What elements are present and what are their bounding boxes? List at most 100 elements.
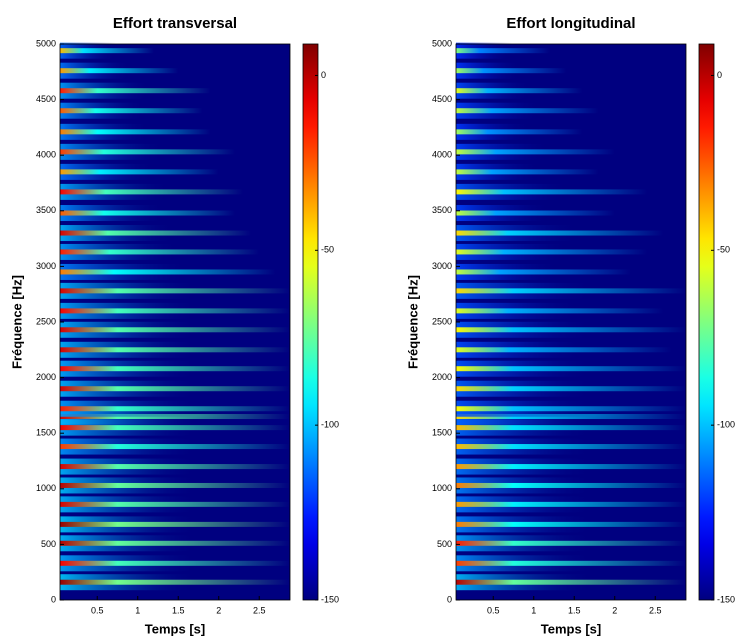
y-tick-label: 0 bbox=[51, 594, 56, 604]
mode-line bbox=[60, 230, 252, 236]
y-tick-label: 3500 bbox=[432, 205, 452, 215]
mode-line bbox=[60, 444, 290, 450]
x-axis-label: Temps [s] bbox=[541, 621, 601, 636]
colorbar bbox=[302, 43, 319, 601]
mode-line bbox=[456, 230, 664, 236]
mode-line bbox=[456, 560, 686, 566]
y-tick-label: 5000 bbox=[432, 38, 452, 48]
y-tick-label: 4500 bbox=[36, 94, 56, 104]
mode-line bbox=[456, 347, 672, 353]
mode-line bbox=[60, 327, 290, 333]
y-tick-label: 1500 bbox=[36, 428, 56, 438]
x-tick-label: 1 bbox=[135, 605, 140, 615]
y-tick-label: 5000 bbox=[36, 38, 56, 48]
colorbar-tick-label: 0 bbox=[717, 70, 722, 80]
x-tick-label: 1 bbox=[531, 605, 536, 615]
mode-line bbox=[60, 88, 211, 94]
y-tick-label: 500 bbox=[41, 539, 56, 549]
y-axis-label: Fréquence [Hz] bbox=[405, 275, 420, 369]
x-tick-label: 0.5 bbox=[91, 605, 104, 615]
mode-line bbox=[60, 560, 290, 566]
mode-line bbox=[456, 169, 599, 175]
y-tick-label: 1000 bbox=[432, 483, 452, 493]
mode-line bbox=[60, 347, 290, 353]
mode-line bbox=[456, 366, 686, 372]
mode-line bbox=[60, 68, 179, 74]
colorbar-tick-label: -50 bbox=[321, 245, 334, 255]
mode-line bbox=[60, 540, 290, 546]
mode-line bbox=[60, 464, 290, 470]
mode-line bbox=[60, 521, 290, 527]
mode-line bbox=[456, 189, 648, 195]
mode-line bbox=[456, 501, 686, 507]
mode-line bbox=[456, 444, 686, 450]
mode-line bbox=[60, 386, 290, 392]
mode-line bbox=[60, 308, 290, 314]
mode-line bbox=[60, 269, 276, 275]
mode-line bbox=[456, 269, 631, 275]
y-tick-label: 2000 bbox=[432, 372, 452, 382]
chart-title: Effort longitudinal bbox=[506, 15, 635, 32]
mode-line bbox=[456, 464, 686, 470]
y-tick-label: 4000 bbox=[432, 150, 452, 160]
y-tick-label: 1500 bbox=[432, 428, 452, 438]
mode-line bbox=[60, 249, 260, 255]
x-axis-label: Temps [s] bbox=[145, 621, 205, 636]
mode-line bbox=[60, 189, 244, 195]
colorbar-tick-label: -100 bbox=[321, 420, 339, 430]
colorbar bbox=[698, 43, 715, 601]
y-tick-label: 2500 bbox=[432, 316, 452, 326]
mode-line bbox=[60, 366, 290, 372]
mode-line bbox=[60, 482, 290, 488]
y-tick-label: 500 bbox=[437, 539, 452, 549]
mode-line bbox=[456, 129, 583, 135]
mode-line bbox=[60, 425, 290, 431]
mode-line bbox=[456, 288, 686, 294]
mode-line bbox=[456, 579, 686, 585]
x-tick-label: 1.5 bbox=[568, 605, 581, 615]
mode-line bbox=[456, 88, 583, 94]
x-tick-label: 1.5 bbox=[172, 605, 185, 615]
mode-line bbox=[60, 149, 235, 155]
mode-line bbox=[456, 308, 664, 314]
colorbar-tick-label: -150 bbox=[321, 594, 339, 604]
x-tick-label: 2 bbox=[612, 605, 617, 615]
chart-title: Effort transversal bbox=[113, 15, 237, 32]
mode-line bbox=[456, 149, 615, 155]
mode-line bbox=[456, 327, 686, 333]
y-tick-label: 3000 bbox=[36, 261, 56, 271]
mode-line bbox=[60, 210, 235, 216]
colorbar-tick-label: 0 bbox=[321, 70, 326, 80]
y-tick-label: 3500 bbox=[36, 205, 56, 215]
mode-line bbox=[456, 68, 567, 74]
mode-line bbox=[60, 48, 154, 54]
x-tick-label: 2 bbox=[216, 605, 221, 615]
mode-line bbox=[60, 288, 290, 294]
mode-line bbox=[456, 48, 550, 54]
colorbar-tick-label: -50 bbox=[717, 245, 730, 255]
mode-line bbox=[60, 108, 203, 114]
x-tick-label: 2.5 bbox=[253, 605, 266, 615]
y-tick-label: 4500 bbox=[432, 94, 452, 104]
mode-line bbox=[456, 540, 686, 546]
mode-line bbox=[60, 579, 290, 585]
mode-line bbox=[60, 406, 290, 412]
y-tick-label: 2500 bbox=[36, 316, 56, 326]
colorbar-tick-label: -100 bbox=[717, 420, 735, 430]
mode-line bbox=[456, 521, 686, 527]
mode-line bbox=[456, 406, 686, 412]
mode-line bbox=[456, 425, 686, 431]
y-tick-label: 1000 bbox=[36, 483, 56, 493]
x-tick-label: 2.5 bbox=[649, 605, 662, 615]
y-tick-label: 3000 bbox=[432, 261, 452, 271]
mode-line bbox=[60, 129, 211, 135]
x-tick-label: 0.5 bbox=[487, 605, 500, 615]
y-tick-label: 0 bbox=[447, 594, 452, 604]
colorbar-tick-label: -150 bbox=[717, 594, 735, 604]
y-tick-label: 2000 bbox=[36, 372, 56, 382]
y-tick-label: 4000 bbox=[36, 150, 56, 160]
mode-line bbox=[60, 501, 290, 507]
y-axis-label: Fréquence [Hz] bbox=[9, 275, 24, 369]
mode-line bbox=[456, 386, 686, 392]
